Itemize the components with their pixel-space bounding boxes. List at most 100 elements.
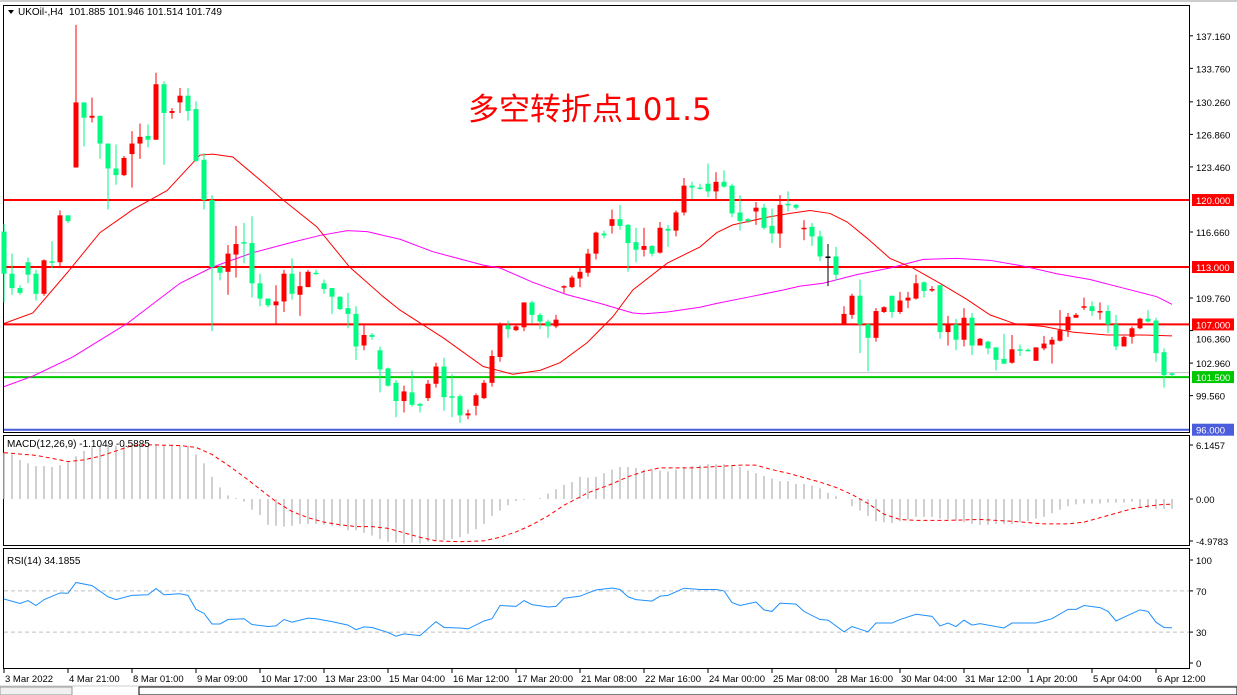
candle bbox=[1169, 372, 1175, 377]
candle-body bbox=[1009, 349, 1015, 363]
candle-body bbox=[1105, 311, 1111, 325]
candle-body bbox=[313, 272, 319, 275]
candle-body bbox=[1153, 320, 1159, 354]
candle-body bbox=[97, 115, 103, 144]
candle bbox=[201, 153, 207, 210]
candle bbox=[833, 246, 839, 281]
candle-body bbox=[729, 185, 735, 214]
candle bbox=[785, 191, 791, 212]
time-tick-label: 25 Mar 08:00 bbox=[773, 674, 829, 685]
level-price-tag bbox=[1192, 371, 1234, 384]
candle-body bbox=[225, 253, 231, 272]
candle-body bbox=[505, 325, 511, 330]
main-pane-frame bbox=[3, 5, 1190, 433]
candle-body bbox=[745, 219, 751, 222]
candle bbox=[657, 222, 663, 254]
candle-body bbox=[961, 317, 967, 340]
candle-body bbox=[473, 395, 479, 406]
candle-body bbox=[761, 207, 767, 228]
candle bbox=[721, 170, 727, 188]
candle-body bbox=[513, 326, 519, 331]
horizontal-scrollbar[interactable] bbox=[138, 686, 1237, 695]
macd-tick-label: 0.00 bbox=[1196, 495, 1215, 506]
candle-body bbox=[753, 207, 759, 212]
price-tick-label: 126.860 bbox=[1196, 130, 1230, 141]
candle bbox=[841, 306, 847, 325]
candle bbox=[137, 123, 143, 159]
candle bbox=[377, 346, 383, 393]
candle-body bbox=[553, 319, 559, 327]
candle bbox=[321, 279, 327, 294]
candle-body bbox=[889, 295, 895, 312]
moving-average-slow bbox=[3, 230, 1173, 388]
candle-body bbox=[465, 413, 471, 416]
candle-body bbox=[201, 159, 207, 201]
candle bbox=[193, 101, 199, 162]
level-price-label: 113.000 bbox=[1196, 263, 1230, 274]
candle bbox=[777, 195, 783, 248]
candle bbox=[633, 227, 639, 263]
candle-body bbox=[401, 391, 407, 401]
candle-body bbox=[1121, 336, 1127, 347]
candle bbox=[625, 223, 631, 272]
candle bbox=[513, 324, 519, 332]
candle bbox=[121, 156, 127, 177]
candle-body bbox=[969, 317, 975, 346]
dropdown-triangle-icon[interactable] bbox=[8, 10, 14, 14]
candle bbox=[577, 267, 583, 288]
candle-body bbox=[217, 267, 223, 273]
candle-body bbox=[713, 181, 719, 192]
time-tick-label: 22 Mar 16:00 bbox=[645, 674, 701, 685]
candle-body bbox=[457, 396, 463, 416]
level-price-label: 120.000 bbox=[1196, 196, 1230, 207]
time-tick-label: 8 Mar 01:00 bbox=[133, 674, 184, 685]
candle-body bbox=[361, 334, 367, 346]
candle bbox=[433, 362, 439, 388]
candle-body bbox=[865, 324, 871, 338]
candle-body bbox=[9, 273, 15, 289]
candle-body bbox=[329, 288, 335, 297]
candle-body bbox=[41, 260, 47, 294]
level-price-label: 107.000 bbox=[1196, 320, 1230, 331]
candle-body bbox=[649, 245, 655, 254]
candle bbox=[985, 340, 991, 355]
candle bbox=[1057, 310, 1063, 342]
candle-body bbox=[1033, 347, 1039, 361]
symbol-label: UKOil-,H4 bbox=[18, 7, 63, 18]
candle-body bbox=[601, 233, 607, 236]
candle bbox=[249, 216, 255, 298]
candle bbox=[409, 370, 415, 407]
candle-body bbox=[1017, 349, 1023, 351]
time-tick-label: 3 Mar 2022 bbox=[5, 674, 53, 685]
candle-body bbox=[881, 307, 887, 312]
candle bbox=[1121, 335, 1127, 347]
candle bbox=[1009, 334, 1015, 364]
level-price-tag bbox=[1192, 261, 1234, 274]
candle bbox=[1105, 305, 1111, 334]
rsi-tick-label: 30 bbox=[1196, 628, 1207, 639]
candle bbox=[641, 227, 647, 257]
candle-body bbox=[113, 168, 119, 176]
candle bbox=[945, 315, 951, 346]
candle bbox=[977, 337, 983, 346]
candle bbox=[953, 318, 959, 351]
candle-body bbox=[393, 382, 399, 401]
candle-body bbox=[1113, 324, 1119, 347]
candle-body bbox=[73, 102, 79, 168]
candle bbox=[353, 306, 359, 360]
candle-body bbox=[593, 232, 599, 254]
candle-body bbox=[953, 324, 959, 340]
candle-body bbox=[769, 225, 775, 234]
candle bbox=[553, 314, 559, 329]
candle-body bbox=[409, 392, 415, 405]
candle-body bbox=[561, 286, 567, 288]
candle-body bbox=[825, 256, 831, 258]
candle-body bbox=[1049, 339, 1055, 345]
candle-body bbox=[977, 338, 983, 346]
candle-body bbox=[913, 283, 919, 299]
price-tick-label: 106.360 bbox=[1196, 334, 1230, 345]
chart-tab[interactable] bbox=[0, 686, 73, 695]
candle-body bbox=[65, 215, 71, 222]
candle-body bbox=[441, 366, 447, 398]
